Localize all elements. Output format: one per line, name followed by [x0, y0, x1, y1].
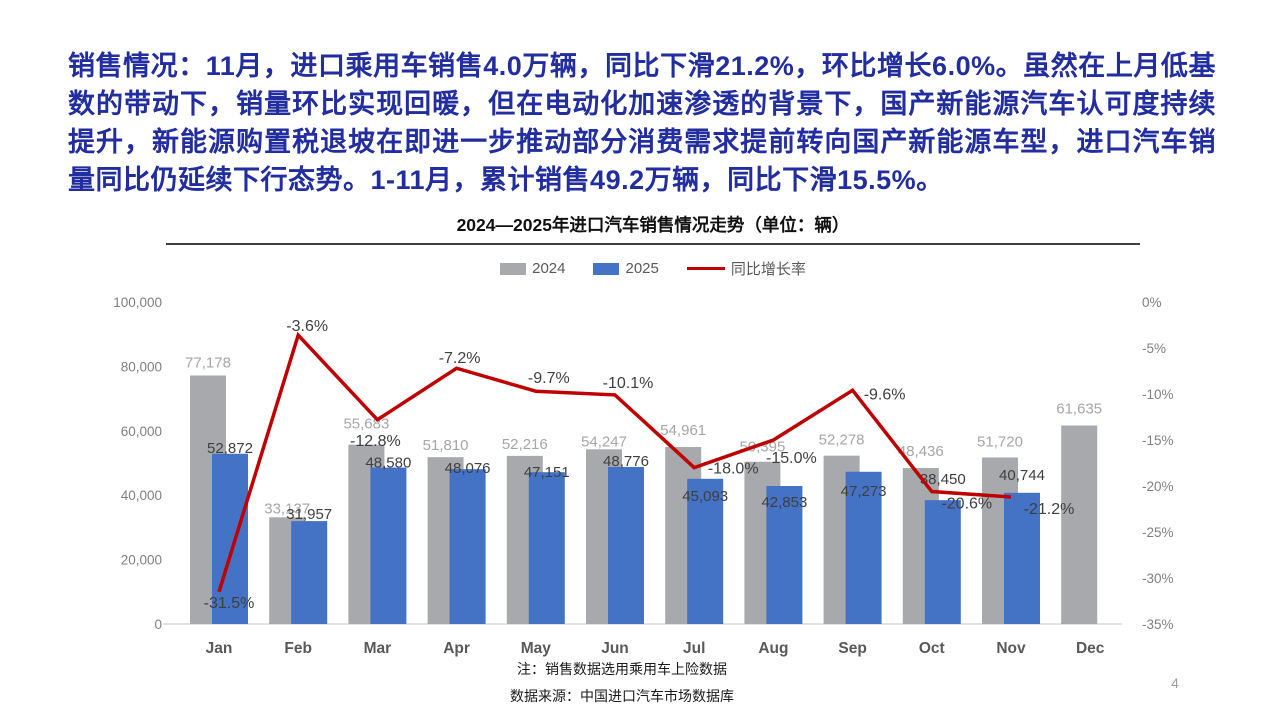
month-label-sep: Sep — [838, 640, 866, 657]
label-2024-jun: 54,247 — [581, 433, 627, 450]
month-label-jan: Jan — [206, 640, 233, 657]
label-2024-oct: 48,436 — [898, 443, 944, 460]
legend-item-2025: 2025 — [593, 260, 659, 277]
legend-item-growth: 同比增长率 — [686, 258, 806, 279]
chart-note: 注：销售数据选用乘用车上险数据 — [517, 661, 727, 677]
left-axis-tick: 0 — [154, 617, 162, 632]
chart-title: 2024—2025年进口汽车销售情况走势（单位：辆） — [456, 215, 850, 235]
legend-line-icon — [686, 266, 725, 271]
label-growth-oct: -20.6% — [941, 496, 992, 513]
bar-2025-may — [528, 472, 565, 624]
left-axis-tick: 60,000 — [121, 424, 162, 439]
label-2024-nov: 51,720 — [977, 433, 1023, 450]
right-axis-tick: -25% — [1142, 525, 1174, 540]
legend-label-2024: 2024 — [532, 260, 566, 277]
headline-text: 销售情况：11月，进口乘用车销售4.0万辆，同比下滑21.2%，环比增长6.0%… — [68, 51, 1216, 195]
bar-2025-feb — [291, 521, 328, 624]
right-axis-tick: 0% — [1142, 295, 1162, 310]
label-growth-may: -9.7% — [528, 370, 570, 387]
label-2025-jul: 45,093 — [682, 488, 728, 505]
label-2024-apr: 51,810 — [423, 437, 469, 454]
label-2024-feb: 33,137 — [264, 500, 310, 517]
left-axis-tick: 40,000 — [121, 488, 162, 503]
bar-2025-sep — [845, 471, 882, 624]
chart-legend: 2024 2025 同比增长率 — [166, 258, 1140, 279]
month-label-nov: Nov — [996, 640, 1026, 657]
label-growth-aug: -15.0% — [766, 450, 817, 467]
bar-2025-jun — [608, 466, 644, 624]
label-growth-nov: -21.2% — [1024, 501, 1075, 518]
label-growth-jan: -31.5% — [204, 595, 255, 612]
label-growth-jun: -10.1% — [603, 375, 654, 392]
label-2024-dec: 61,635 — [1056, 401, 1102, 418]
label-growth-apr: -7.2% — [439, 350, 481, 367]
title-underline — [166, 243, 1140, 245]
bar-2025-mar — [370, 467, 407, 624]
month-label-jul: Jul — [683, 640, 705, 657]
month-label-mar: Mar — [364, 640, 392, 657]
right-axis-tick: -5% — [1142, 341, 1166, 356]
label-2025-aug: 42,853 — [761, 494, 807, 511]
month-label-apr: Apr — [443, 640, 470, 657]
bar-2025-oct — [924, 500, 961, 624]
label-2024-sep: 52,278 — [819, 432, 865, 449]
right-axis-tick: -30% — [1142, 571, 1174, 586]
label-growth-feb: -3.6% — [286, 318, 328, 335]
right-axis-tick: -35% — [1142, 617, 1174, 632]
label-growth-sep: -9.6% — [864, 386, 906, 403]
label-2025-sep: 47,273 — [841, 483, 887, 500]
label-growth-jul: -18.0% — [708, 461, 759, 478]
right-axis-tick: -20% — [1142, 479, 1174, 494]
month-label-oct: Oct — [919, 640, 945, 657]
label-2025-nov: 40,744 — [999, 467, 1045, 484]
label-growth-mar: -12.8% — [350, 433, 401, 450]
bar-2024-dec — [1061, 425, 1098, 624]
bar-2025-apr — [449, 469, 486, 624]
month-label-feb: Feb — [284, 640, 312, 657]
label-2024-jul: 54,961 — [660, 422, 706, 439]
label-2025-feb: 31,957 — [286, 506, 332, 523]
right-axis-tick: -15% — [1142, 433, 1174, 448]
legend-swatch-2024-icon — [500, 262, 527, 275]
page-number: 4 — [1171, 675, 1179, 691]
growth-rate-line — [217, 331, 1012, 593]
data-source-note: 数据来源：中国进口汽车市场数据库 — [510, 688, 734, 704]
legend-label-2025: 2025 — [625, 260, 659, 277]
right-axis-tick: -10% — [1142, 387, 1174, 402]
left-axis-tick: 20,000 — [121, 553, 162, 568]
bar-2025-nov — [1004, 492, 1040, 624]
month-label-aug: Aug — [758, 640, 788, 657]
label-2024-aug: 50,395 — [739, 439, 785, 456]
bar-2025-aug — [766, 486, 803, 624]
legend-label-growth: 同比增长率 — [730, 261, 806, 278]
bar-2025-jul — [687, 478, 724, 624]
legend-item-2024: 2024 — [500, 260, 565, 277]
label-2025-jun: 48,776 — [603, 453, 649, 470]
month-label-dec: Dec — [1076, 640, 1105, 657]
label-2025-mar: 48,580 — [365, 455, 411, 472]
month-label-jun: Jun — [601, 640, 629, 657]
legend-swatch-2025-icon — [593, 262, 620, 275]
label-2025-apr: 48,076 — [445, 460, 491, 477]
bar-2025-jan — [212, 453, 248, 624]
label-2025-may: 47,151 — [524, 464, 570, 481]
month-label-may: May — [521, 640, 552, 657]
left-axis-tick: 100,000 — [113, 295, 162, 310]
label-2025-jan: 52,872 — [207, 440, 253, 457]
label-2024-may: 52,216 — [502, 436, 548, 453]
label-2025-oct: 38,450 — [920, 471, 966, 488]
label-2024-jan: 77,178 — [185, 354, 231, 371]
left-axis-tick: 80,000 — [121, 359, 162, 374]
